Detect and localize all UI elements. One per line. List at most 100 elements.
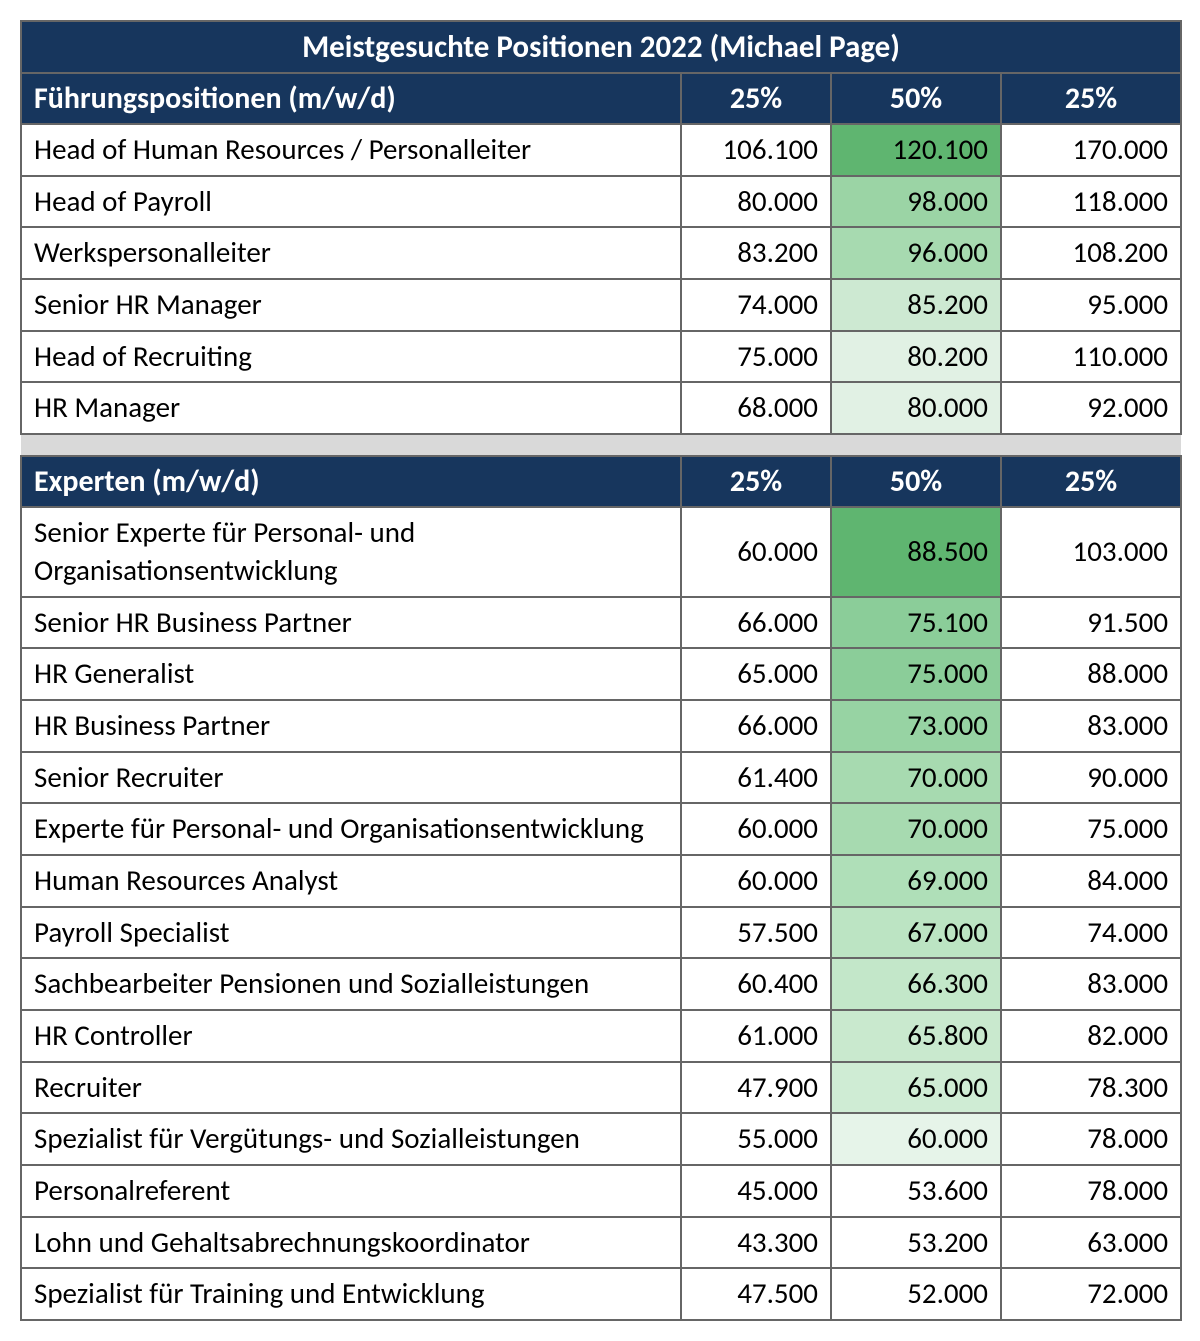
- row-value: 96.000: [831, 227, 1001, 279]
- table-row: HR Controller61.00065.80082.000: [21, 1010, 1181, 1062]
- column-header: 25%: [1001, 73, 1181, 124]
- table-row: HR Generalist65.00075.00088.000: [21, 648, 1181, 700]
- row-value: 110.000: [1001, 331, 1181, 383]
- table-row: Lohn und Gehaltsabrechnungskoordinator43…: [21, 1217, 1181, 1269]
- row-value: 170.000: [1001, 124, 1181, 176]
- row-label: Payroll Specialist: [21, 907, 681, 959]
- row-label: Spezialist für Training und Entwicklung: [21, 1268, 681, 1320]
- row-label: Head of Human Resources / Personalleiter: [21, 124, 681, 176]
- row-label: Senior HR Manager: [21, 279, 681, 331]
- row-label: Personalreferent: [21, 1165, 681, 1217]
- row-value: 78.300: [1001, 1062, 1181, 1114]
- row-value: 60.400: [681, 958, 831, 1010]
- row-value: 120.100: [831, 124, 1001, 176]
- row-value: 53.600: [831, 1165, 1001, 1217]
- row-label: Human Resources Analyst: [21, 855, 681, 907]
- row-label: Senior HR Business Partner: [21, 597, 681, 649]
- table-row: Head of Human Resources / Personalleiter…: [21, 124, 1181, 176]
- row-value: 47.900: [681, 1062, 831, 1114]
- table-row: Spezialist für Vergütungs- und Soziallei…: [21, 1113, 1181, 1165]
- row-value: 68.000: [681, 382, 831, 434]
- row-value: 60.000: [681, 803, 831, 855]
- row-value: 72.000: [1001, 1268, 1181, 1320]
- row-value: 65.000: [681, 648, 831, 700]
- row-value: 57.500: [681, 907, 831, 959]
- table-row: Head of Payroll80.00098.000118.000: [21, 176, 1181, 228]
- row-value: 52.000: [831, 1268, 1001, 1320]
- row-value: 65.800: [831, 1010, 1001, 1062]
- row-value: 84.000: [1001, 855, 1181, 907]
- row-value: 45.000: [681, 1165, 831, 1217]
- column-header: 25%: [1001, 456, 1181, 507]
- column-header: 50%: [831, 456, 1001, 507]
- row-value: 83.000: [1001, 958, 1181, 1010]
- row-label: Spezialist für Vergütungs- und Soziallei…: [21, 1113, 681, 1165]
- row-value: 73.000: [831, 700, 1001, 752]
- section-gap: [21, 434, 1181, 456]
- table-row: Senior Experte für Personal- und Organis…: [21, 507, 1181, 596]
- row-value: 98.000: [831, 176, 1001, 228]
- column-header: 25%: [681, 456, 831, 507]
- row-label: HR Generalist: [21, 648, 681, 700]
- row-value: 61.000: [681, 1010, 831, 1062]
- table-row: Recruiter47.90065.00078.300: [21, 1062, 1181, 1114]
- row-value: 66.300: [831, 958, 1001, 1010]
- row-value: 70.000: [831, 752, 1001, 804]
- row-value: 61.400: [681, 752, 831, 804]
- row-label: HR Manager: [21, 382, 681, 434]
- row-label: Senior Experte für Personal- und Organis…: [21, 507, 681, 596]
- row-label: Senior Recruiter: [21, 752, 681, 804]
- table-title: Meistgesuchte Positionen 2022 (Michael P…: [21, 21, 1181, 73]
- row-value: 80.200: [831, 331, 1001, 383]
- row-value: 80.000: [831, 382, 1001, 434]
- row-value: 66.000: [681, 700, 831, 752]
- row-value: 53.200: [831, 1217, 1001, 1269]
- row-value: 74.000: [1001, 907, 1181, 959]
- table-row: Werkspersonalleiter83.20096.000108.200: [21, 227, 1181, 279]
- row-value: 75.100: [831, 597, 1001, 649]
- table-row: Sachbearbeiter Pensionen und Sozialleist…: [21, 958, 1181, 1010]
- table-row: Experte für Personal- und Organisationse…: [21, 803, 1181, 855]
- section-header-label: Experten (m/w/d): [21, 456, 681, 507]
- row-value: 65.000: [831, 1062, 1001, 1114]
- table-row: Head of Recruiting75.00080.200110.000: [21, 331, 1181, 383]
- row-label: Werkspersonalleiter: [21, 227, 681, 279]
- row-value: 83.200: [681, 227, 831, 279]
- row-value: 70.000: [831, 803, 1001, 855]
- row-value: 95.000: [1001, 279, 1181, 331]
- row-value: 88.000: [1001, 648, 1181, 700]
- row-label: HR Business Partner: [21, 700, 681, 752]
- row-value: 60.000: [681, 855, 831, 907]
- row-value: 55.000: [681, 1113, 831, 1165]
- table-row: HR Business Partner66.00073.00083.000: [21, 700, 1181, 752]
- row-value: 60.000: [681, 507, 831, 596]
- row-value: 82.000: [1001, 1010, 1181, 1062]
- row-value: 63.000: [1001, 1217, 1181, 1269]
- row-value: 85.200: [831, 279, 1001, 331]
- column-header: 25%: [681, 73, 831, 124]
- row-label: Head of Payroll: [21, 176, 681, 228]
- table-row: Human Resources Analyst60.00069.00084.00…: [21, 855, 1181, 907]
- table-row: Spezialist für Training und Entwicklung4…: [21, 1268, 1181, 1320]
- row-value: 78.000: [1001, 1165, 1181, 1217]
- row-value: 75.000: [1001, 803, 1181, 855]
- row-value: 83.000: [1001, 700, 1181, 752]
- row-label: Experte für Personal- und Organisationse…: [21, 803, 681, 855]
- row-value: 118.000: [1001, 176, 1181, 228]
- row-value: 78.000: [1001, 1113, 1181, 1165]
- row-value: 66.000: [681, 597, 831, 649]
- salary-table: Meistgesuchte Positionen 2022 (Michael P…: [20, 20, 1182, 1321]
- row-value: 75.000: [831, 648, 1001, 700]
- row-label: HR Controller: [21, 1010, 681, 1062]
- row-value: 88.500: [831, 507, 1001, 596]
- row-value: 67.000: [831, 907, 1001, 959]
- row-value: 91.500: [1001, 597, 1181, 649]
- row-value: 80.000: [681, 176, 831, 228]
- table-row: Personalreferent45.00053.60078.000: [21, 1165, 1181, 1217]
- row-value: 75.000: [681, 331, 831, 383]
- row-label: Sachbearbeiter Pensionen und Sozialleist…: [21, 958, 681, 1010]
- row-value: 43.300: [681, 1217, 831, 1269]
- row-value: 103.000: [1001, 507, 1181, 596]
- row-value: 90.000: [1001, 752, 1181, 804]
- row-label: Lohn und Gehaltsabrechnungskoordinator: [21, 1217, 681, 1269]
